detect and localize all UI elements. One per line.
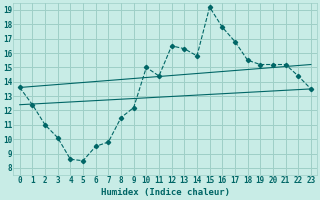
X-axis label: Humidex (Indice chaleur): Humidex (Indice chaleur) [101, 188, 230, 197]
